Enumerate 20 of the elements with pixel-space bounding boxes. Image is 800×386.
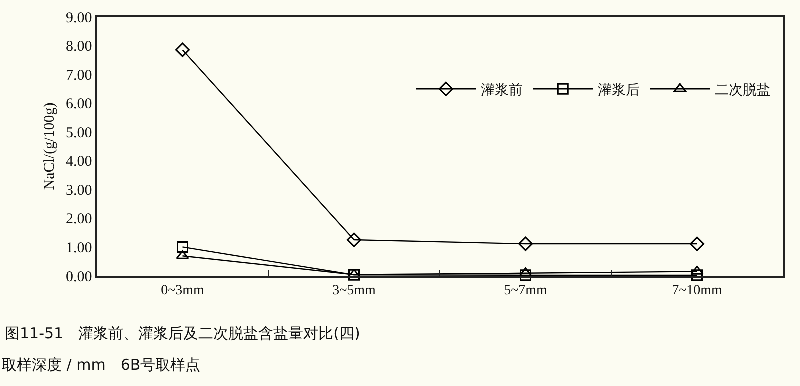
y-tick-label: 9.00: [66, 10, 92, 26]
x-tick-label: 0~3mm: [161, 284, 205, 299]
y-tick-label: 7.00: [66, 68, 92, 84]
y-tick-label: 3.00: [66, 182, 92, 199]
y-tick-label: 2.00: [66, 212, 92, 228]
text: 图11-51 灌浆前、灌浆后及二次脱盐含盐量对比(四): [5, 324, 360, 342]
y-tick-label: 6.00: [66, 96, 92, 113]
legend-label: 灌浆前: [481, 82, 524, 99]
y-tick-label: 1.00: [66, 240, 92, 256]
x-tick-label: 7~10mm: [672, 284, 723, 299]
y-tick-label: 4.00: [66, 154, 92, 170]
y-tick-label: 8.00: [66, 39, 92, 56]
text: 取样深度 / mm 6B号取样点: [2, 356, 201, 374]
x-tick-label: 3~5mm: [332, 284, 376, 299]
legend-label: 二次脱盐: [715, 82, 772, 99]
x-tick-label: 5~7mm: [504, 284, 548, 299]
y-axis-title: NaCl/(g/100g): [42, 102, 58, 190]
legend-label: 灌浆后: [598, 82, 640, 99]
y-tick-label: 0.00: [66, 269, 92, 286]
y-tick-label: 5.00: [66, 125, 92, 142]
